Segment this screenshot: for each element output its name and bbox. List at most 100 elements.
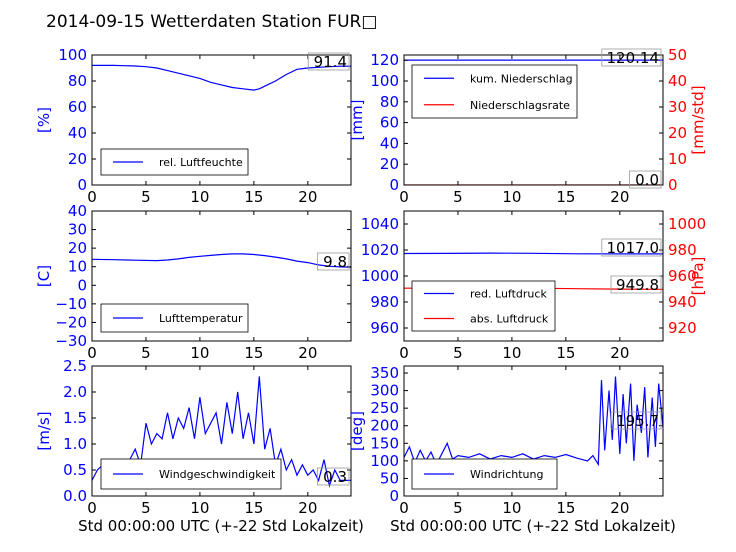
- axes-frame: [403, 54, 664, 186]
- y2-tick-label: 40: [668, 72, 687, 90]
- legend-label: kum. Niederschlag: [470, 72, 573, 85]
- x-tick-label: 0: [87, 344, 97, 362]
- y2-tick-label: 960: [668, 267, 697, 285]
- x-tick-label: 5: [141, 344, 151, 362]
- x-tick-label: 5: [453, 499, 463, 517]
- value-annotation: 0.3: [323, 468, 347, 486]
- y-tick-label: 350: [370, 364, 399, 382]
- y-tick-label: 60: [380, 114, 399, 132]
- legend-label: abs. Luftdruck: [470, 313, 549, 326]
- x-tick-label: 10: [190, 188, 209, 206]
- value-box: [601, 48, 662, 67]
- x-tick-label: 15: [556, 188, 575, 206]
- x-tick-label: 20: [610, 188, 629, 206]
- x-tick-label: 10: [190, 499, 209, 517]
- value-annotation: 120.14: [607, 49, 660, 67]
- y-tick-label: 980: [370, 293, 399, 311]
- value-box: [610, 411, 662, 430]
- y-tick-label: 250: [370, 399, 399, 417]
- y-tick-label: 0: [77, 276, 87, 294]
- y-axis-label: [%]: [35, 107, 53, 133]
- y-tick-label: 80: [380, 93, 399, 111]
- y-axis-label: [mm]: [348, 100, 366, 141]
- value-annotation: 1017.0: [607, 239, 660, 257]
- series-line-lufttemperatur: [92, 253, 351, 268]
- y2-tick-label: 980: [668, 241, 697, 259]
- y2-tick-label: 1000: [668, 215, 706, 233]
- y2-tick-label: 50: [668, 46, 687, 64]
- y-tick-label: −20: [55, 313, 87, 331]
- y-tick-label: 40: [380, 134, 399, 152]
- legend: rel. Luftfeuchte: [100, 148, 249, 176]
- x-tick-label: 20: [610, 344, 629, 362]
- panel-6: 0 5 10 15 20050100150200250300350[deg]Windri…: [348, 364, 664, 517]
- series-line-windgeschwindigkeit: [92, 376, 351, 488]
- series-line-rel-luftfeuchte: [92, 64, 351, 91]
- x-tick-label: 10: [502, 499, 521, 517]
- legend-label: Windgeschwindigkeit: [159, 468, 276, 481]
- x-tick-label: 0: [399, 499, 409, 517]
- x-tick-label: 0: [87, 499, 97, 517]
- axes-frame: [91, 365, 352, 497]
- y2-axis-label: [mm/std]: [689, 85, 707, 154]
- x-tick-label: 10: [502, 344, 521, 362]
- y-axis-label: [deg]: [348, 411, 366, 451]
- axes-frame: [91, 54, 352, 186]
- y-tick-label: −10: [55, 295, 87, 313]
- value-box: [610, 275, 662, 294]
- y-tick-label: 100: [370, 452, 399, 470]
- y-tick-label: 300: [370, 382, 399, 400]
- y-tick-label: −30: [55, 332, 87, 350]
- y-axis-label: [m/s]: [35, 411, 53, 450]
- y-tick-label: 1000: [361, 267, 399, 285]
- x-tick-label: 5: [453, 188, 463, 206]
- axes-frame: [403, 365, 664, 497]
- value-box: [601, 238, 662, 257]
- x-tick-label: 0: [399, 344, 409, 362]
- legend-label: Niederschlagsrate: [470, 99, 570, 112]
- x-tick-label: 5: [453, 344, 463, 362]
- y-tick-label: 0: [389, 176, 399, 194]
- value-box: [316, 252, 350, 271]
- y-tick-label: 0: [77, 176, 87, 194]
- x-tick-label: 15: [244, 499, 263, 517]
- value-annotation: 195.7: [616, 412, 659, 430]
- y-tick-label: 1.0: [63, 435, 87, 453]
- y-tick-label: 40: [68, 202, 87, 220]
- y-tick-label: 20: [68, 239, 87, 257]
- x-tick-label: 5: [141, 499, 151, 517]
- y-tick-label: 20: [68, 150, 87, 168]
- y-tick-label: 20: [380, 155, 399, 173]
- x-tick-label: 20: [298, 499, 317, 517]
- x-tick-label: 5: [141, 188, 151, 206]
- y-tick-label: 960: [370, 319, 399, 337]
- y2-tick-label: 10: [668, 150, 687, 168]
- legend: red. Luftdruck abs. Luftdruck: [411, 280, 556, 332]
- y-tick-label: 1.5: [63, 409, 87, 427]
- value-annotation: 0.0: [635, 171, 659, 189]
- y-tick-label: 120: [370, 51, 399, 69]
- y-tick-label: 150: [370, 434, 399, 452]
- y-tick-label: 10: [68, 258, 87, 276]
- value-box: [307, 52, 350, 71]
- panel-5: 0 5 10 15 20 0.0 0.5 1.0 1.5 2.0 2.5 [m/s] Windgesch…: [35, 357, 352, 517]
- panel-1: 0 5 10 15 20 0 20 40 60 80 100 [%] rel. Luftfeuchte 9…: [35, 46, 352, 206]
- axes-frame: [91, 210, 352, 342]
- legend-box: [411, 64, 578, 119]
- y-tick-label: 0: [389, 487, 399, 505]
- value-box: [316, 467, 350, 486]
- legend-box: [411, 280, 556, 332]
- y-tick-label: 0.5: [63, 461, 87, 479]
- panel-3: 0 5 10 15 20−30−20−10010203040[C]Lufttempera…: [35, 202, 352, 362]
- x-tick-label: 0: [399, 188, 409, 206]
- y2-tick-label: 20: [668, 124, 687, 142]
- x-tick-label: 15: [244, 188, 263, 206]
- legend: Lufttemperatur: [100, 303, 249, 333]
- x-tick-label: 0: [87, 188, 97, 206]
- y-tick-label: 80: [68, 72, 87, 90]
- legend: kum. Niederschlag Niederschlagsrate: [411, 64, 578, 119]
- legend-label: Windrichtung: [470, 468, 543, 481]
- x-axis-label-left: Std 00:00:00 UTC (+-22 Std Lokalzeit): [78, 517, 364, 535]
- y2-axis-label: [hPa]: [689, 257, 707, 296]
